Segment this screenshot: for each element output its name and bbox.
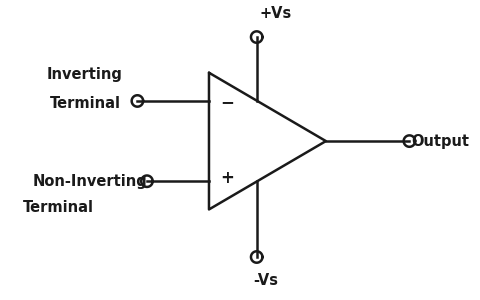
Text: Non-Inverting: Non-Inverting [32,174,147,189]
Text: Terminal: Terminal [23,200,94,215]
Text: Output: Output [411,134,469,148]
Text: -Vs: -Vs [254,273,279,288]
Text: Terminal: Terminal [49,96,120,111]
Text: +Vs: +Vs [260,6,292,21]
Text: −: − [220,93,234,111]
Text: Inverting: Inverting [47,67,123,82]
Text: +: + [220,169,234,187]
